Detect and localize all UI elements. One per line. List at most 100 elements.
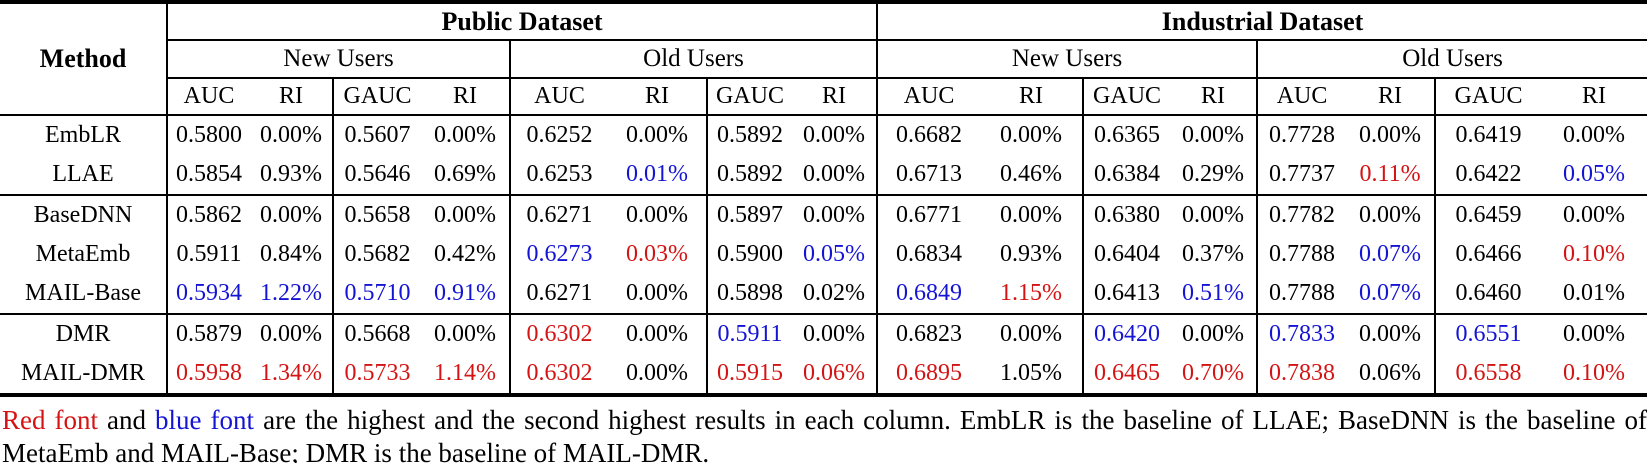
metric-value: 0.07%	[1346, 274, 1437, 314]
metric-value: 0.06%	[792, 354, 879, 395]
metric-value: 0.5892	[717, 161, 783, 187]
metric-value: 0.6713	[896, 161, 963, 187]
metric-value: 0.6895	[896, 360, 963, 386]
metric-header: AUC	[1257, 78, 1347, 116]
metric-value: 1.22%	[250, 274, 334, 314]
metric-value: 0.00%	[250, 194, 334, 235]
metric-header: RI	[608, 78, 708, 116]
metric-value: 0.6419	[1455, 122, 1522, 148]
method-name: EmbLR	[0, 115, 168, 155]
metric-value: 0.7737	[1269, 161, 1336, 187]
metric-value: 0.00%	[980, 313, 1085, 354]
caption-red-label: Red font	[2, 405, 99, 435]
industrial-dataset-header: Industrial Dataset	[877, 2, 1647, 41]
metric-value: 0.00%	[1563, 122, 1626, 148]
metric-value: 0.5733	[344, 360, 411, 386]
metric-value: 0.5862	[167, 194, 250, 235]
metric-value: 0.6771	[877, 194, 981, 235]
metric-value: 0.00%	[421, 313, 511, 354]
metric-value: 0.5934	[176, 280, 242, 306]
metric-value: 0.5897	[707, 194, 792, 235]
metric-value: 0.5879	[167, 313, 250, 354]
metric-value: 0.91%	[421, 274, 511, 314]
metric-value: 0.00%	[608, 274, 708, 314]
header-row-usergroups: New Users Old Users New Users Old Users	[0, 40, 1647, 79]
metric-header: GAUC	[707, 78, 792, 116]
metric-value: 0.5915	[717, 360, 783, 386]
metric-value: 0.00%	[1541, 194, 1647, 235]
metric-value: 0.11%	[1346, 155, 1437, 195]
metric-value: 0.7833	[1257, 313, 1347, 354]
metric-value: 0.5607	[344, 122, 411, 148]
metric-header: RI	[250, 78, 334, 116]
metric-value: 0.00%	[980, 194, 1085, 235]
metric-value: 0.6466	[1455, 241, 1522, 267]
metric-value: 0.46%	[980, 155, 1085, 195]
metric-value: 0.6271	[510, 194, 608, 235]
metric-value: 0.69%	[421, 155, 511, 195]
metric-value: 0.00%	[1346, 115, 1437, 155]
metric-value: 0.00%	[792, 155, 879, 195]
method-name: MAIL-DMR	[0, 354, 168, 395]
metric-header: GAUC	[333, 78, 421, 116]
metric-value: 0.93%	[980, 235, 1085, 274]
metric-value: 0.6252	[526, 122, 593, 148]
metric-value: 0.29%	[1170, 155, 1259, 195]
metric-header: RI	[792, 78, 879, 116]
public-new-users-header: New Users	[167, 40, 511, 79]
metric-header: RI	[1541, 78, 1647, 116]
metric-value: 0.01%	[608, 155, 708, 195]
table-row: LLAE 0.5854 0.93% 0.5646 0.69% 0.6253 0.01% 0.5…	[0, 155, 1647, 195]
metric-value: 0.6380	[1083, 194, 1171, 235]
metric-value: 0.00%	[421, 194, 511, 235]
metric-value: 0.5892	[717, 122, 783, 148]
table-row: MAIL-DMR 0.5958 1.34% 0.5733 1.14% 0.6302 0.00…	[0, 354, 1647, 395]
results-table: Method Public Dataset Industrial Dataset…	[0, 0, 1647, 397]
metric-header: RI	[1170, 78, 1259, 116]
metric-value: 0.7728	[1269, 122, 1336, 148]
table-row: MAIL-Base 0.5934 1.22% 0.5710 0.91% 0.6271 0.0…	[0, 274, 1647, 314]
metric-value: 1.15%	[980, 274, 1085, 314]
method-column-header: Method	[0, 2, 168, 116]
caption-text: and	[98, 405, 156, 435]
metric-header: RI	[1346, 78, 1437, 116]
metric-value: 0.6365	[1094, 122, 1161, 148]
metric-value: 0.5658	[333, 194, 421, 235]
metric-value: 0.03%	[608, 235, 708, 274]
metric-value: 0.00%	[1170, 313, 1259, 354]
method-name: MAIL-Base	[0, 274, 168, 314]
metric-value: 0.6302	[526, 360, 593, 386]
metric-header: AUC	[167, 78, 250, 116]
metric-value: 0.6253	[526, 161, 593, 187]
metric-value: 0.42%	[421, 235, 511, 274]
metric-value: 0.00%	[1541, 313, 1647, 354]
metric-value: 0.01%	[1563, 280, 1626, 306]
metric-value: 0.00%	[421, 115, 511, 155]
metric-value: 0.7782	[1257, 194, 1347, 235]
metric-value: 0.5710	[344, 280, 411, 306]
metric-value: 0.6849	[896, 280, 963, 306]
metric-value: 0.6273	[526, 241, 593, 267]
metric-value: 0.5911	[176, 241, 242, 267]
metric-value: 0.7838	[1269, 360, 1336, 386]
metric-value: 0.7788	[1269, 280, 1336, 306]
table-row: DMR 0.5879 0.00% 0.5668 0.00% 0.6302 0.00% 0.59…	[0, 313, 1647, 354]
metric-value: 0.51%	[1170, 274, 1259, 314]
metric-value: 0.00%	[608, 354, 708, 395]
metric-value: 0.00%	[1346, 194, 1437, 235]
metric-header: AUC	[510, 78, 608, 116]
metric-header: RI	[980, 78, 1085, 116]
metric-value: 0.10%	[1563, 241, 1626, 267]
table-caption: Red font and blue font are the highest a…	[0, 404, 1647, 463]
metric-value: 0.00%	[608, 313, 708, 354]
metric-value: 1.14%	[421, 354, 511, 395]
table-body: EmbLR 0.5800 0.00% 0.5607 0.00% 0.6252 0.00% 0.…	[0, 115, 1647, 395]
metric-value: 0.6460	[1455, 280, 1522, 306]
metric-value: 0.6413	[1094, 280, 1161, 306]
metric-value: 0.5898	[717, 280, 783, 306]
metric-value: 0.6558	[1455, 360, 1522, 386]
caption-text: are the highest and the second highest r…	[2, 405, 1647, 463]
metric-value: 0.6384	[1094, 161, 1161, 187]
header-row-metrics: AUC RI GAUC RI AUC RI GAUC RI AUC RI GAU…	[0, 78, 1647, 116]
